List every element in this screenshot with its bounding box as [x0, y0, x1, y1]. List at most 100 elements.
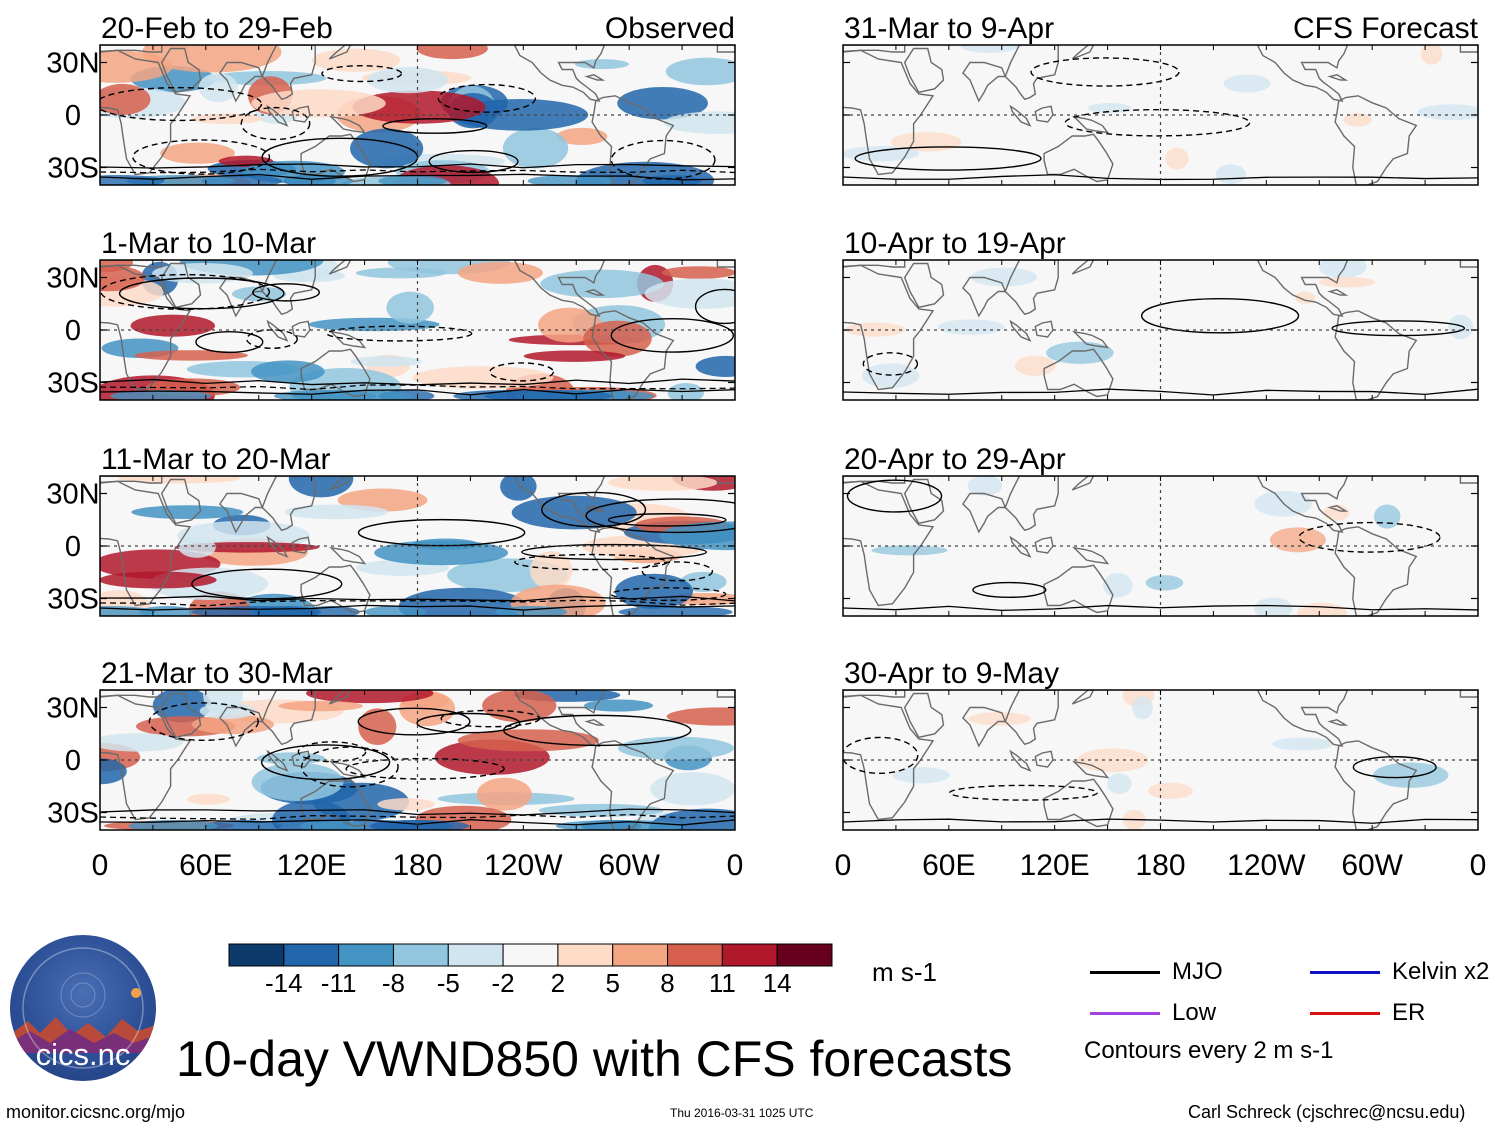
mjo-contour [345, 757, 505, 780]
anomaly-shading [1420, 45, 1443, 65]
coastline [1072, 546, 1110, 565]
footer-url[interactable]: monitor.cicsnc.org/mjo [6, 1102, 186, 1122]
mjo-contour [100, 86, 263, 122]
coastline [1043, 564, 1114, 614]
anomaly-shading [574, 59, 630, 70]
coastline [1072, 115, 1110, 134]
mjo-contour [610, 587, 727, 602]
mjo-contour [326, 325, 473, 342]
colorbar-tick-label: -2 [491, 968, 515, 998]
colorbar-tick-label: -14 [265, 968, 303, 998]
mjo-contour [100, 168, 735, 174]
coastline [291, 320, 311, 338]
coastline [291, 536, 311, 554]
anomaly-shading [350, 128, 424, 169]
x-tick-label: 120W [484, 849, 563, 882]
mjo-contour [132, 139, 271, 175]
mjo-contour [191, 568, 343, 600]
mjo-contour [252, 283, 320, 302]
anomaly-shading [398, 587, 529, 616]
coastline [1459, 45, 1478, 53]
coastline [843, 690, 906, 698]
footer-timestamp: Thu 2016-03-31 1025 UTC [670, 1106, 814, 1120]
coastline [513, 476, 606, 533]
coastline [1072, 330, 1110, 349]
period-label: 1-Mar to 10-Mar [101, 227, 316, 260]
anomaly-shading [358, 708, 397, 746]
mjo-contour [1030, 57, 1180, 87]
map-panel-forecast-4: 30-Apr to 9-May 0 60E 120E 180 120W 60W 0 [835, 657, 1487, 882]
x-tick-label: 180 [1135, 849, 1185, 882]
map-panel-forecast-2: 10-Apr to 19-Apr [842, 227, 1479, 401]
coastline [1327, 719, 1349, 726]
y-tick-label: 0 [65, 745, 81, 777]
x-tick-label: 180 [392, 849, 442, 882]
colorbar-tick-label: 5 [605, 968, 620, 998]
anomaly-shading [416, 45, 488, 60]
mjo-contour [843, 736, 919, 775]
anomaly-shading [355, 267, 447, 279]
coastline [1009, 104, 1032, 127]
mjo-contour [321, 65, 403, 83]
mjo-contour [610, 139, 716, 180]
anomaly-shading [251, 360, 325, 383]
colorbar-units: m s-1 [872, 957, 937, 987]
map-panel-observed-4: 30N 0 30S 21-Mar to 30-Mar 0 60E 120E 180 120W 60… [46, 657, 743, 882]
coastline [903, 692, 945, 739]
anomaly-shading [178, 536, 216, 558]
mjo-contour [195, 330, 264, 354]
coastline [266, 749, 289, 772]
coastline [218, 492, 264, 534]
coastline [1256, 260, 1349, 317]
mjo-contour [1298, 521, 1441, 553]
anomaly-shading [663, 111, 735, 134]
y-tick-label: 30S [47, 584, 99, 616]
mjo-contour [641, 561, 714, 582]
colorbar-swatch [338, 943, 394, 967]
coastline [1459, 690, 1478, 698]
coastline [1256, 690, 1349, 747]
anomaly-shading [1272, 737, 1334, 751]
colorbar-swatch [447, 943, 504, 967]
mjo-contour [972, 581, 1047, 598]
coastline [843, 260, 906, 268]
anomaly-shading [970, 267, 1038, 287]
anomaly-shading [666, 707, 735, 726]
anomaly-shading [871, 545, 948, 556]
coastline [961, 706, 1007, 748]
anomaly-shading [584, 699, 654, 712]
colorbar-swatch [667, 943, 723, 967]
mjo-contour [357, 518, 526, 547]
mjo-contour [428, 149, 519, 174]
legend-swatch-kelvin [1310, 971, 1380, 974]
anomaly-shading [278, 700, 364, 712]
x-tick-label: 0 [835, 849, 852, 882]
y-tick-label: 30S [47, 153, 99, 185]
coastline [329, 760, 367, 779]
coastline [300, 564, 371, 614]
mjo-contour [100, 384, 735, 391]
anomaly-shading [1107, 773, 1132, 795]
map-panel-observed-1: 30N 0 30S 20-Feb to 29-Feb Observed [46, 12, 736, 186]
coastline [584, 719, 606, 726]
coastline [266, 104, 289, 127]
mjo-contour [382, 118, 488, 134]
anomaly-shading [199, 702, 256, 719]
colorbar-tick-label: 11 [708, 968, 736, 998]
coastline [1459, 476, 1478, 484]
anomaly-shading [100, 83, 151, 115]
coastline [1327, 289, 1349, 296]
anomaly-shading [100, 733, 184, 752]
x-tick-label: 120W [1227, 849, 1306, 882]
legend-label-kelvin: Kelvin x2 [1392, 958, 1490, 985]
colorbar-swatch [776, 943, 833, 967]
mjo-contour [246, 329, 298, 349]
period-label: 31-Mar to 9-Apr [844, 12, 1054, 45]
coastline [716, 476, 735, 484]
coastline [261, 45, 316, 101]
coastline [1034, 105, 1054, 123]
mjo-contour [100, 388, 735, 396]
anomaly-shading [1448, 314, 1474, 340]
anomaly-shading [523, 350, 626, 362]
coastline [1043, 778, 1114, 828]
